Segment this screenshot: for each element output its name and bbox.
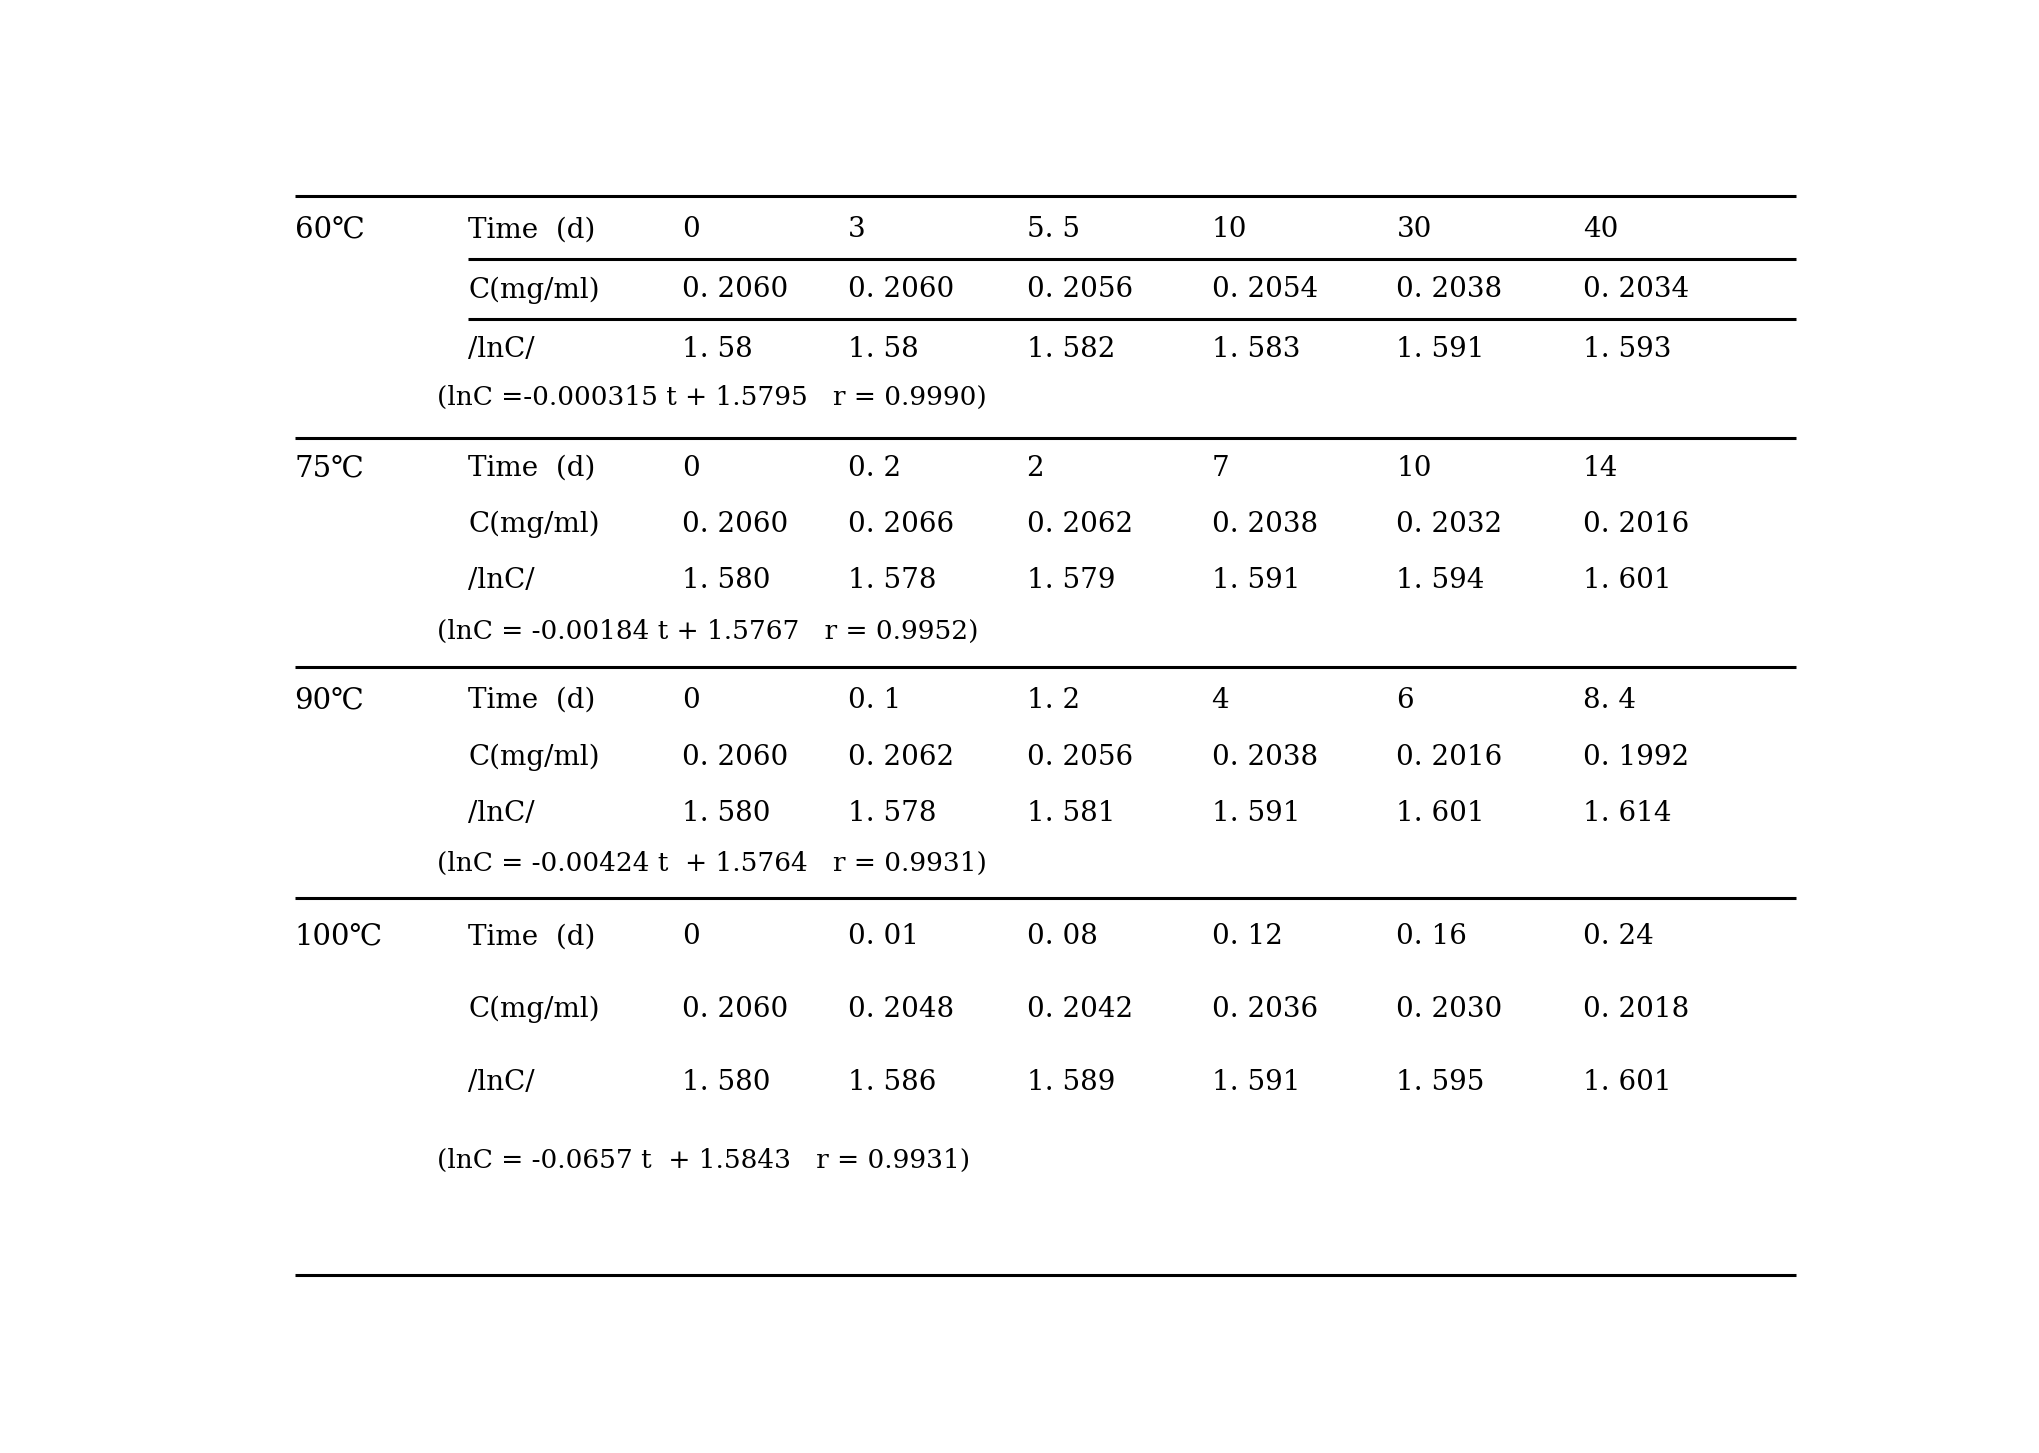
Text: 1. 601: 1. 601 bbox=[1582, 1069, 1670, 1097]
Text: 1. 579: 1. 579 bbox=[1026, 568, 1115, 594]
Text: 0. 2: 0. 2 bbox=[848, 455, 901, 482]
Text: 7: 7 bbox=[1211, 455, 1230, 482]
Text: 1. 591: 1. 591 bbox=[1397, 337, 1484, 363]
Text: 0. 2056: 0. 2056 bbox=[1026, 276, 1132, 304]
Text: 1. 2: 1. 2 bbox=[1026, 687, 1079, 713]
Text: 0. 24: 0. 24 bbox=[1582, 923, 1654, 950]
Text: C(mg/ml): C(mg/ml) bbox=[469, 744, 599, 772]
Text: (lnC =-0.000315 t + 1.5795   r = 0.9990): (lnC =-0.000315 t + 1.5795 r = 0.9990) bbox=[436, 385, 987, 410]
Text: 0. 2066: 0. 2066 bbox=[848, 511, 954, 538]
Text: 1. 582: 1. 582 bbox=[1026, 337, 1115, 363]
Text: 0: 0 bbox=[681, 923, 699, 950]
Text: 0. 2060: 0. 2060 bbox=[681, 276, 787, 304]
Text: 30: 30 bbox=[1397, 216, 1431, 243]
Text: 0. 12: 0. 12 bbox=[1211, 923, 1283, 950]
Text: /lnC/: /lnC/ bbox=[469, 568, 534, 594]
Text: 2: 2 bbox=[1026, 455, 1044, 482]
Text: 6: 6 bbox=[1397, 687, 1413, 713]
Text: 0: 0 bbox=[681, 216, 699, 243]
Text: (lnC = -0.0657 t  + 1.5843   r = 0.9931): (lnC = -0.0657 t + 1.5843 r = 0.9931) bbox=[436, 1148, 969, 1173]
Text: 0. 2060: 0. 2060 bbox=[681, 744, 787, 770]
Text: C(mg/ml): C(mg/ml) bbox=[469, 511, 599, 539]
Text: 0. 2036: 0. 2036 bbox=[1211, 997, 1317, 1023]
Text: 14: 14 bbox=[1582, 455, 1617, 482]
Text: 0. 2032: 0. 2032 bbox=[1397, 511, 1503, 538]
Text: 0. 2016: 0. 2016 bbox=[1397, 744, 1503, 770]
Text: 1. 58: 1. 58 bbox=[681, 337, 752, 363]
Text: 1. 593: 1. 593 bbox=[1582, 337, 1670, 363]
Text: (lnC = -0.00184 t + 1.5767   r = 0.9952): (lnC = -0.00184 t + 1.5767 r = 0.9952) bbox=[436, 619, 979, 644]
Text: 0. 16: 0. 16 bbox=[1397, 923, 1466, 950]
Text: 1. 580: 1. 580 bbox=[681, 801, 771, 827]
Text: 40: 40 bbox=[1582, 216, 1617, 243]
Text: 0. 2062: 0. 2062 bbox=[1026, 511, 1132, 538]
Text: 0. 2038: 0. 2038 bbox=[1397, 276, 1503, 304]
Text: Time  (d): Time (d) bbox=[469, 216, 595, 243]
Text: 1. 586: 1. 586 bbox=[848, 1069, 936, 1097]
Text: 0: 0 bbox=[681, 455, 699, 482]
Text: Time  (d): Time (d) bbox=[469, 923, 595, 950]
Text: 0. 2030: 0. 2030 bbox=[1397, 997, 1503, 1023]
Text: 100℃: 100℃ bbox=[294, 923, 383, 950]
Text: 1. 589: 1. 589 bbox=[1026, 1069, 1115, 1097]
Text: /lnC/: /lnC/ bbox=[469, 337, 534, 363]
Text: 1. 580: 1. 580 bbox=[681, 1069, 771, 1097]
Text: 10: 10 bbox=[1397, 455, 1431, 482]
Text: C(mg/ml): C(mg/ml) bbox=[469, 276, 599, 304]
Text: 1. 578: 1. 578 bbox=[848, 568, 936, 594]
Text: 0. 2018: 0. 2018 bbox=[1582, 997, 1688, 1023]
Text: Time  (d): Time (d) bbox=[469, 687, 595, 713]
Text: 0. 2056: 0. 2056 bbox=[1026, 744, 1132, 770]
Text: 3: 3 bbox=[848, 216, 865, 243]
Text: /lnC/: /lnC/ bbox=[469, 1069, 534, 1097]
Text: 1. 601: 1. 601 bbox=[1582, 568, 1670, 594]
Text: 5. 5: 5. 5 bbox=[1026, 216, 1079, 243]
Text: (lnC = -0.00424 t  + 1.5764   r = 0.9931): (lnC = -0.00424 t + 1.5764 r = 0.9931) bbox=[436, 851, 987, 876]
Text: 0. 2060: 0. 2060 bbox=[681, 511, 787, 538]
Text: Time  (d): Time (d) bbox=[469, 455, 595, 482]
Text: 0. 2062: 0. 2062 bbox=[848, 744, 954, 770]
Text: 0. 2042: 0. 2042 bbox=[1026, 997, 1132, 1023]
Text: 0. 1: 0. 1 bbox=[848, 687, 901, 713]
Text: 90℃: 90℃ bbox=[294, 686, 365, 715]
Text: 75℃: 75℃ bbox=[294, 455, 365, 482]
Text: 1. 578: 1. 578 bbox=[848, 801, 936, 827]
Text: 60℃: 60℃ bbox=[294, 216, 365, 244]
Text: 0. 1992: 0. 1992 bbox=[1582, 744, 1688, 770]
Text: 8. 4: 8. 4 bbox=[1582, 687, 1635, 713]
Text: 0. 08: 0. 08 bbox=[1026, 923, 1097, 950]
Text: 0. 2054: 0. 2054 bbox=[1211, 276, 1317, 304]
Text: 0. 2060: 0. 2060 bbox=[848, 276, 954, 304]
Text: 1. 581: 1. 581 bbox=[1026, 801, 1115, 827]
Text: 0. 2016: 0. 2016 bbox=[1582, 511, 1688, 538]
Text: 10: 10 bbox=[1211, 216, 1246, 243]
Text: /lnC/: /lnC/ bbox=[469, 801, 534, 827]
Text: 0. 01: 0. 01 bbox=[848, 923, 918, 950]
Text: 0. 2038: 0. 2038 bbox=[1211, 744, 1317, 770]
Text: 0. 2034: 0. 2034 bbox=[1582, 276, 1688, 304]
Text: 1. 58: 1. 58 bbox=[848, 337, 918, 363]
Text: 1. 583: 1. 583 bbox=[1211, 337, 1299, 363]
Text: 4: 4 bbox=[1211, 687, 1230, 713]
Text: 0. 2048: 0. 2048 bbox=[848, 997, 954, 1023]
Text: 1. 594: 1. 594 bbox=[1397, 568, 1484, 594]
Text: 1. 591: 1. 591 bbox=[1211, 801, 1299, 827]
Text: 1. 595: 1. 595 bbox=[1397, 1069, 1484, 1097]
Text: 1. 591: 1. 591 bbox=[1211, 568, 1299, 594]
Text: 1. 580: 1. 580 bbox=[681, 568, 771, 594]
Text: 1. 614: 1. 614 bbox=[1582, 801, 1670, 827]
Text: 1. 591: 1. 591 bbox=[1211, 1069, 1299, 1097]
Text: 0. 2060: 0. 2060 bbox=[681, 997, 787, 1023]
Text: C(mg/ml): C(mg/ml) bbox=[469, 997, 599, 1023]
Text: 0: 0 bbox=[681, 687, 699, 713]
Text: 1. 601: 1. 601 bbox=[1397, 801, 1484, 827]
Text: 0. 2038: 0. 2038 bbox=[1211, 511, 1317, 538]
